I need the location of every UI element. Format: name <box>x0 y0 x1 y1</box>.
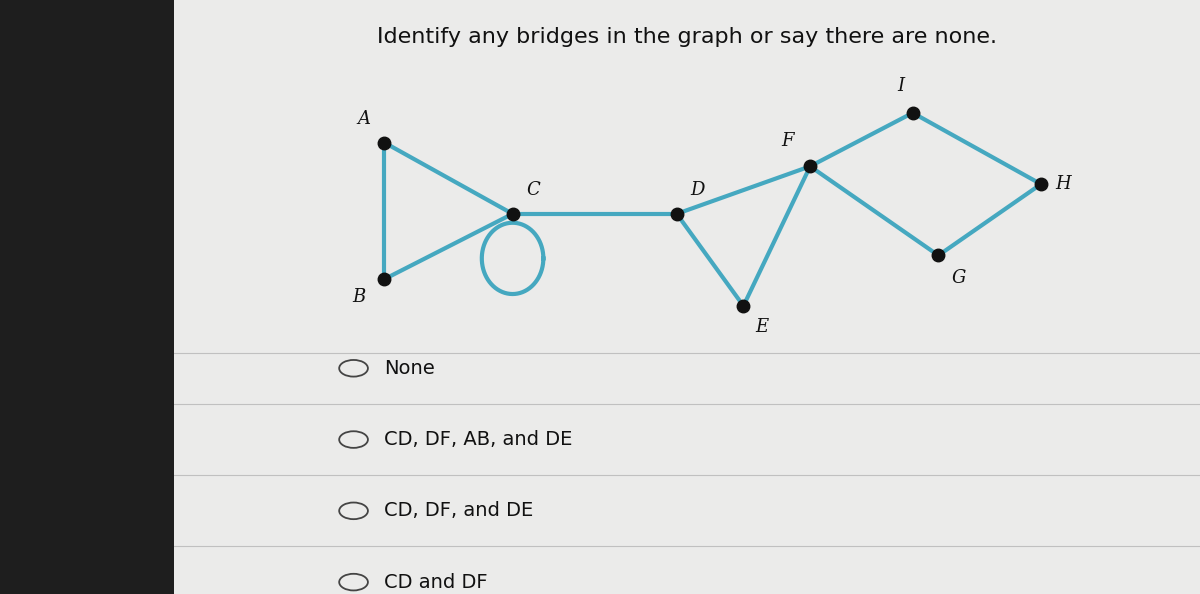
Text: None: None <box>384 359 436 378</box>
Text: B: B <box>352 288 365 306</box>
Text: D: D <box>690 181 704 199</box>
Text: A: A <box>358 110 371 128</box>
Text: I: I <box>896 77 904 95</box>
Text: Identify any bridges in the graph or say there are none.: Identify any bridges in the graph or say… <box>377 27 997 47</box>
Text: F: F <box>781 132 793 150</box>
Text: G: G <box>952 269 966 287</box>
Text: CD and DF: CD and DF <box>384 573 488 592</box>
Text: E: E <box>755 318 768 336</box>
Text: C: C <box>527 181 540 199</box>
Text: CD, DF, and DE: CD, DF, and DE <box>384 501 534 520</box>
Text: CD, DF, AB, and DE: CD, DF, AB, and DE <box>384 430 572 449</box>
Text: H: H <box>1056 175 1072 193</box>
